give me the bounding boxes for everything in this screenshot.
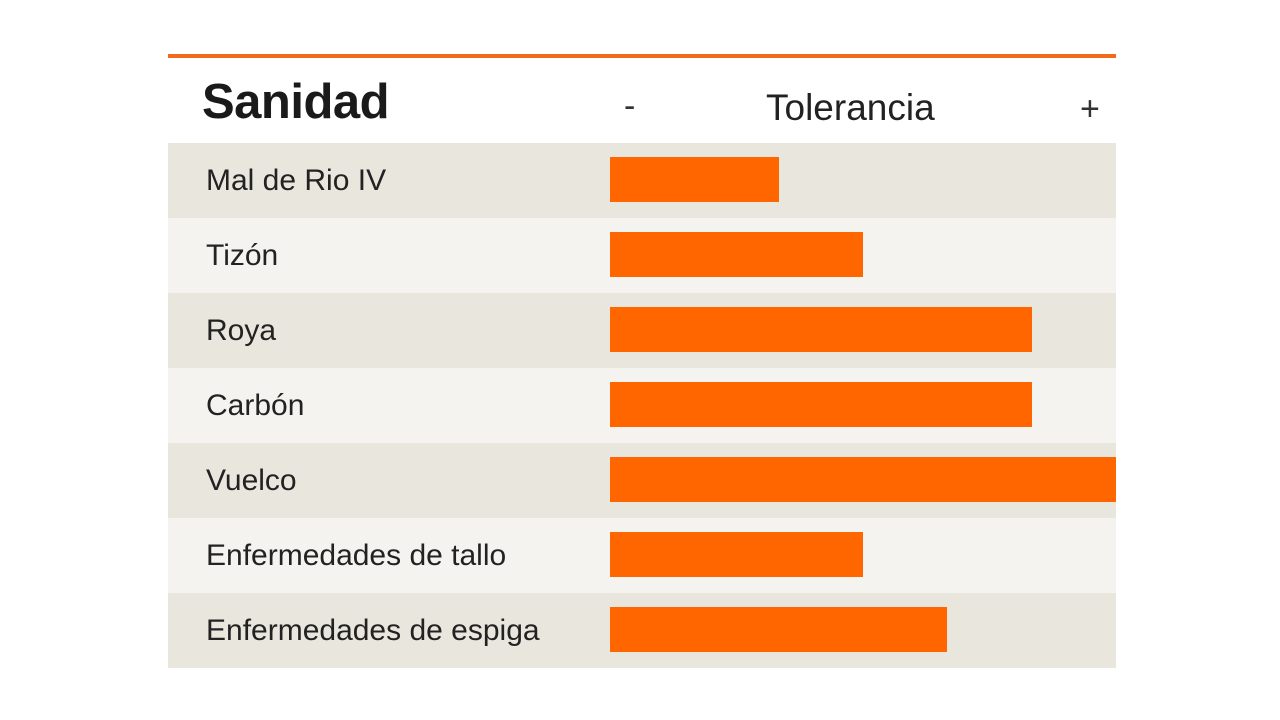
chart-title: Sanidad — [202, 75, 390, 129]
tolerance-bar — [610, 457, 1116, 502]
category-label: Tizón — [206, 239, 279, 272]
category-label: Enfermedades de tallo — [206, 539, 507, 572]
tolerance-bar — [610, 382, 1032, 427]
category-label: Mal de Rio IV — [206, 164, 387, 197]
category-label: Roya — [206, 314, 277, 347]
sanidad-chart: Sanidad - Tolerancia + Mal de Rio IV Tizó… — [168, 54, 1116, 668]
scale-axis-label: Tolerancia — [766, 87, 935, 128]
chart-row: Carbón — [168, 368, 1116, 443]
chart-row: Enfermedades de espiga — [168, 593, 1116, 668]
tolerance-bar — [610, 307, 1032, 352]
scale-min-label: - — [624, 87, 636, 125]
top-accent-rule — [168, 54, 1116, 58]
chart-row: Vuelco — [168, 443, 1116, 518]
chart-rows: Mal de Rio IV Tizón Roya Carbón Vuelco Enferm… — [168, 143, 1116, 668]
category-label: Carbón — [206, 389, 305, 422]
tolerance-bar — [610, 157, 779, 202]
chart-row: Roya — [168, 293, 1116, 368]
chart-row: Mal de Rio IV — [168, 143, 1116, 218]
tolerance-bar — [610, 232, 863, 277]
tolerance-bar — [610, 532, 863, 577]
scale-max-label: + — [1080, 90, 1100, 128]
chart-row: Tizón — [168, 218, 1116, 293]
category-label: Vuelco — [206, 464, 297, 497]
chart-row: Enfermedades de tallo — [168, 518, 1116, 593]
category-label: Enfermedades de espiga — [206, 614, 540, 647]
tolerance-bar — [610, 607, 947, 652]
